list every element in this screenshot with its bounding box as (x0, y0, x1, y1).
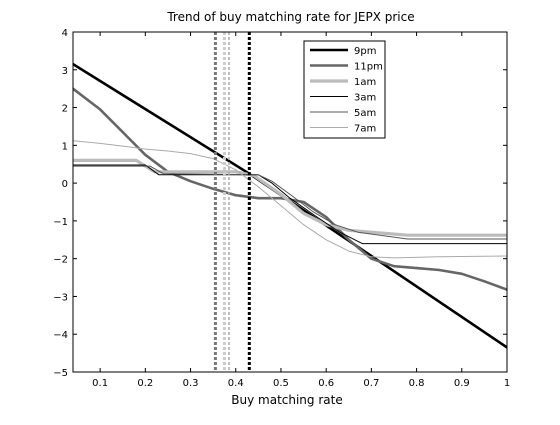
legend-label-1am: 1am (354, 77, 376, 88)
legend-label-5am: 5am (354, 108, 376, 119)
x-tick-label: 0.9 (454, 378, 470, 389)
x-tick-label: 0.1 (92, 378, 108, 389)
x-tick-label: 0.3 (183, 378, 199, 389)
y-tick-label: −5 (53, 368, 68, 379)
y-tick-label: 1 (62, 141, 68, 152)
series-line-5am (73, 165, 507, 240)
plot-area (73, 32, 507, 372)
legend-box (303, 40, 386, 139)
axes: 0.1 0.2 0.3 0.4 0.5 0.6 0.7 0.8 0.9 1 4 3 2 1 0 −1 −2 −3 −… (53, 28, 510, 389)
x-tick-label: 0.7 (363, 378, 379, 389)
x-axis-label: Buy matching rate (231, 393, 342, 407)
x-tick-label: 0.6 (318, 378, 334, 389)
y-tick-label: −4 (53, 330, 68, 341)
series-line-9pm (73, 62, 507, 349)
y-tick-label: 0 (62, 179, 68, 190)
legend: 9pm 11pm 1am 3am 5am 7am (303, 40, 386, 139)
y-tick-label: 3 (62, 66, 68, 77)
x-tick-label: 1 (504, 378, 510, 389)
series-line-1am (73, 158, 507, 237)
x-tick-label: 0.4 (228, 378, 244, 389)
y-tick-label: 2 (62, 104, 68, 115)
chart-title: Trend of buy matching rate for JEPX pric… (166, 10, 414, 24)
legend-label-9pm: 9pm (354, 46, 376, 57)
axes-box (72, 31, 508, 373)
x-tick-label: 0.5 (273, 378, 289, 389)
y-tick-label: −2 (53, 255, 68, 266)
y-tick-label: −3 (53, 292, 68, 303)
x-tick-label: 0.2 (137, 378, 153, 389)
y-tick-label: −1 (53, 217, 68, 228)
y-tick-label: 4 (62, 28, 68, 39)
series-line-11pm (73, 87, 507, 291)
legend-label-7am: 7am (354, 124, 376, 135)
x-tick-label: 0.8 (409, 378, 425, 389)
series-line-7am (73, 140, 507, 259)
series-line-3am (73, 164, 507, 245)
legend-label-11pm: 11pm (354, 62, 383, 73)
legend-label-3am: 3am (354, 93, 376, 104)
